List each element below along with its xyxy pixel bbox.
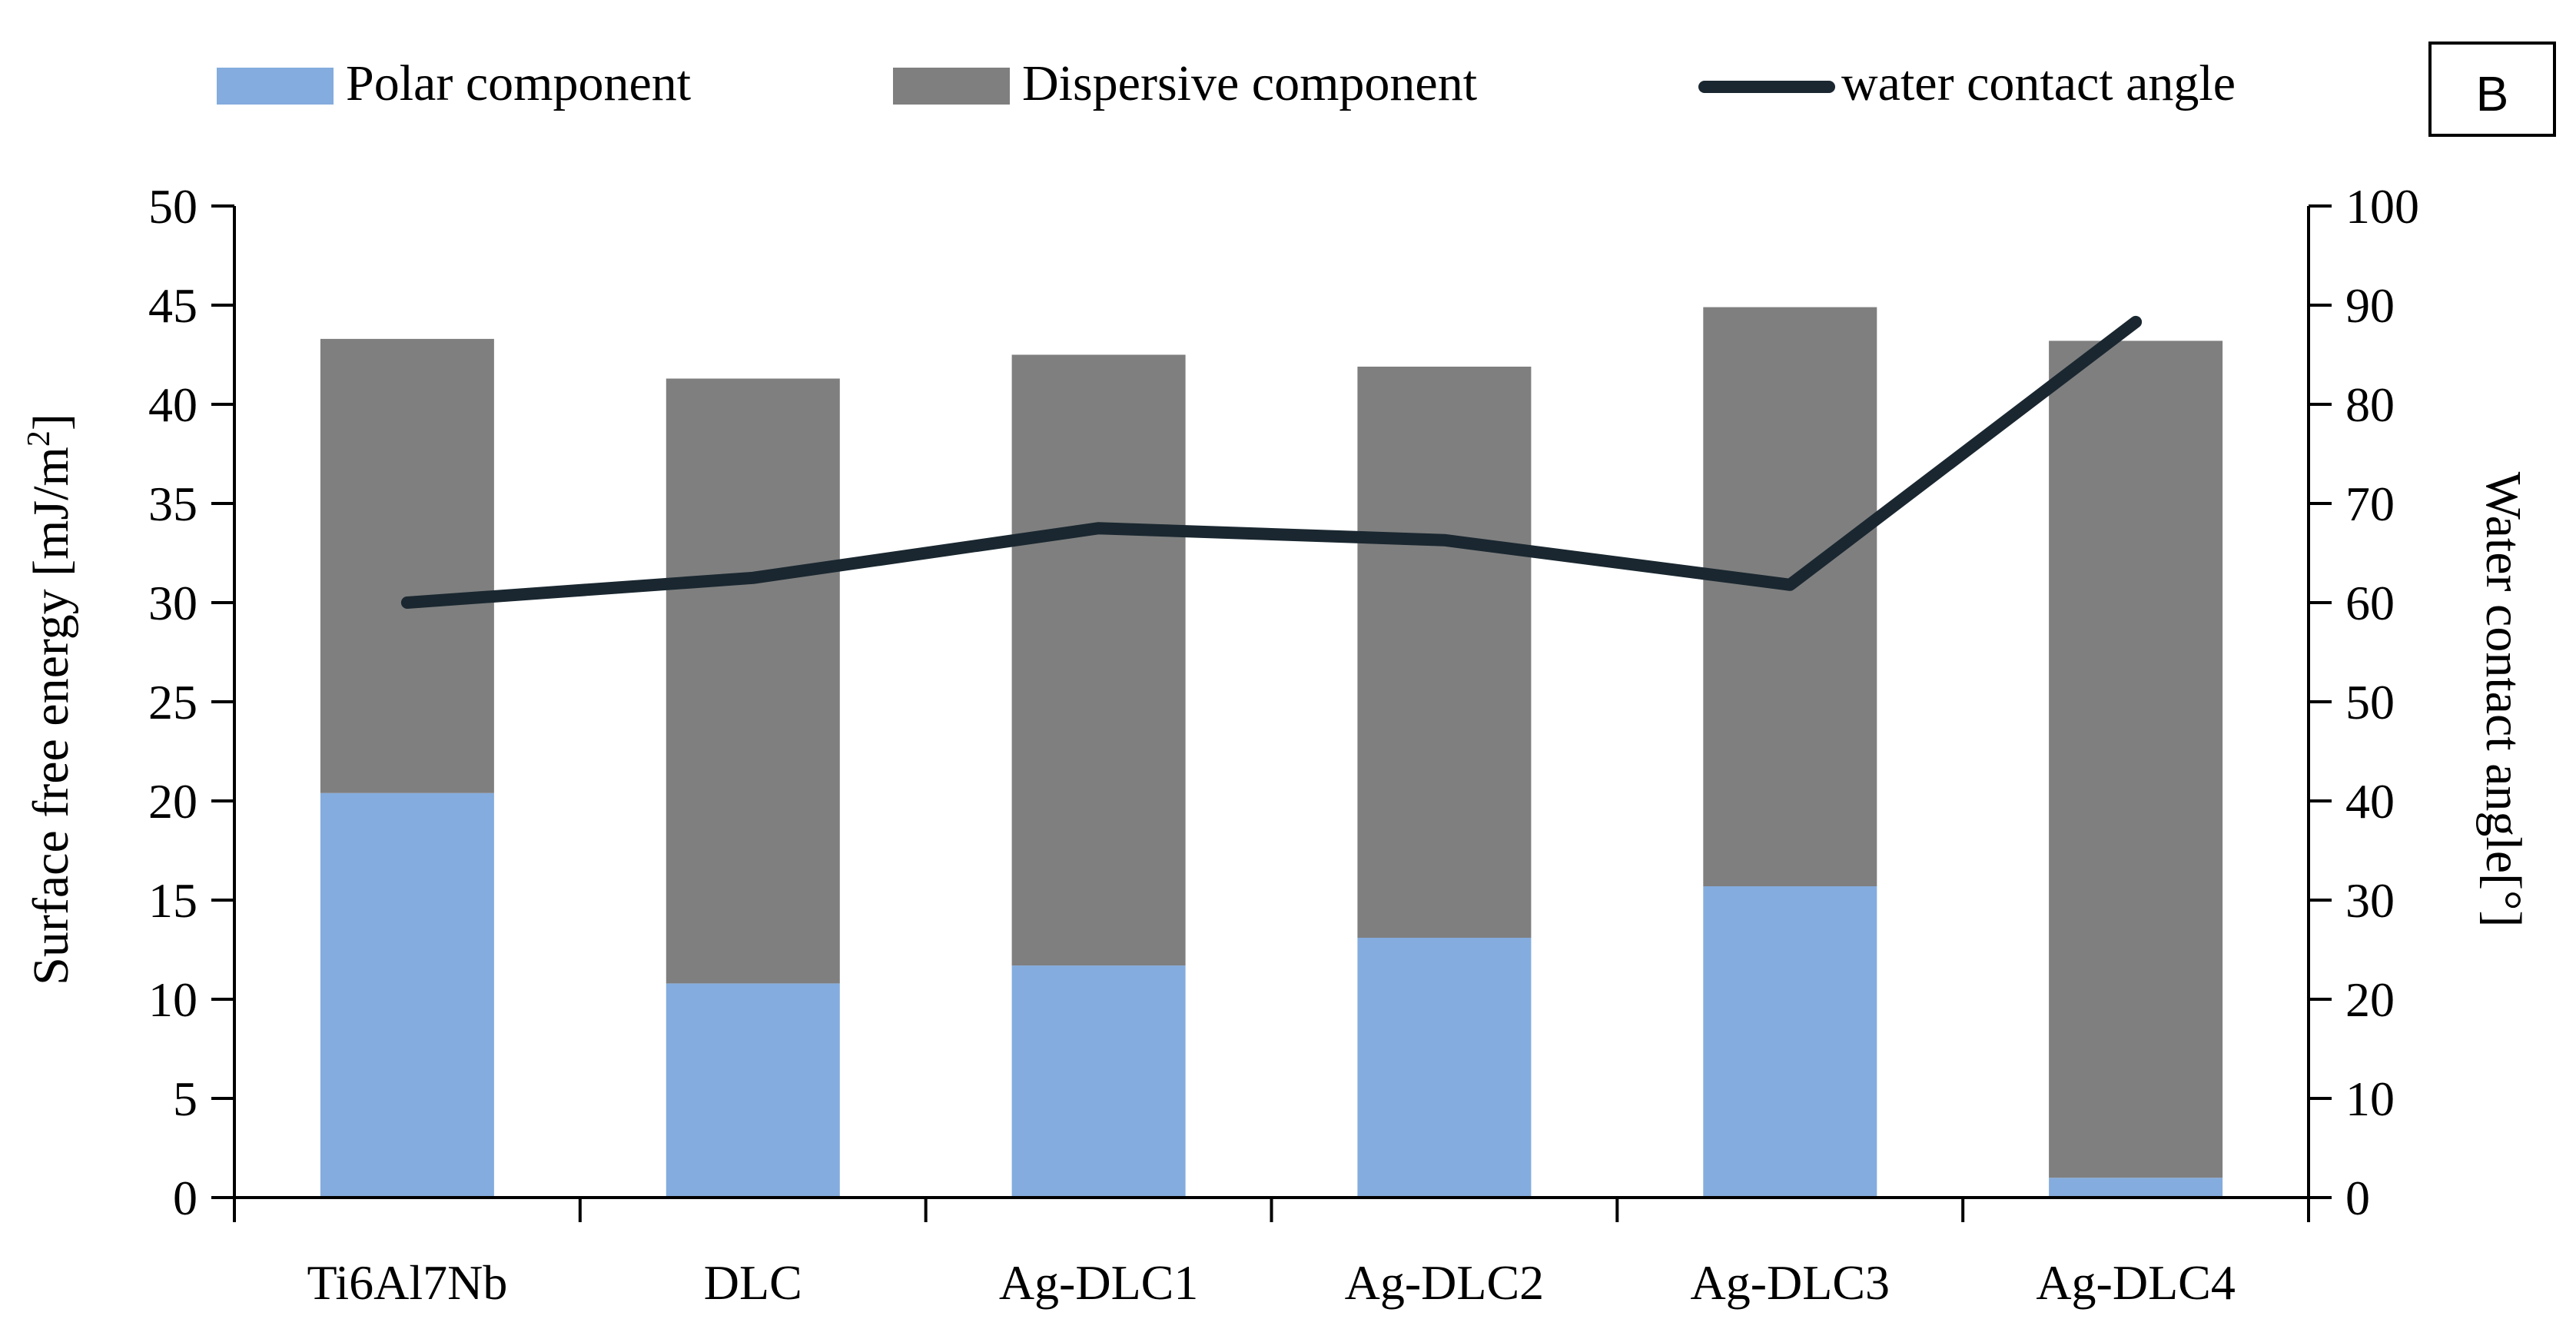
bar-dispersive-ag-dlc2	[1357, 367, 1532, 938]
y2-tick-label: 0	[2345, 1171, 2370, 1225]
legend-text-polar: Polar component	[346, 55, 691, 111]
bars	[320, 307, 2223, 1198]
y-tick-label: 25	[148, 675, 198, 729]
x-tick-label: Ag-DLC2	[1345, 1255, 1545, 1310]
y2-tick-label: 30	[2345, 873, 2395, 928]
bar-dispersive-dlc	[666, 378, 840, 984]
x-tick-label: Ag-DLC4	[2036, 1255, 2236, 1310]
bar-dispersive-ag-dlc4	[2049, 341, 2223, 1178]
y-axis-label: Surface free energy [mJ/m2]	[22, 414, 79, 985]
y-tick-label: 5	[173, 1072, 198, 1126]
bar-polar-ti6al7nb	[320, 792, 494, 1198]
legend-text-wca: water contact angle	[1841, 55, 2236, 111]
x-tick-label: Ag-DLC3	[1690, 1255, 1890, 1310]
y-tick-label: 10	[148, 972, 198, 1027]
y2-axis-label: Water contact angle[°]	[2475, 472, 2531, 928]
y2-tick-label: 80	[2345, 377, 2395, 432]
bar-polar-ag-dlc4	[2049, 1178, 2223, 1198]
y-tick-label: 35	[148, 477, 198, 531]
bar-dispersive-ag-dlc3	[1703, 307, 1877, 887]
bar-polar-ag-dlc1	[1011, 965, 1186, 1198]
bar-dispersive-ag-dlc1	[1011, 354, 1186, 966]
x-tick-label: Ti6Al7Nb	[307, 1255, 507, 1310]
y2-tick-label: 50	[2345, 675, 2395, 729]
y2-tick-label: 70	[2345, 477, 2395, 531]
bar-polar-dlc	[666, 983, 840, 1198]
legend-swatch-polar	[217, 68, 334, 105]
y2-tick-label: 20	[2345, 972, 2395, 1027]
y2-tick-label: 100	[2345, 179, 2419, 234]
y2-tick-label: 90	[2345, 278, 2395, 333]
y-tick-label: 15	[148, 873, 198, 928]
bar-dispersive-ti6al7nb	[320, 338, 494, 793]
panel-label-box: B	[2428, 42, 2556, 137]
x-tick-label: DLC	[704, 1255, 802, 1310]
line-water-contact-angle	[400, 315, 2143, 609]
legend-text-dispersive: Dispersive component	[1022, 55, 1477, 111]
y-tick-label: 20	[148, 774, 198, 829]
legend: Polar component Dispersive component wat…	[217, 55, 2236, 111]
y-tick-label: 0	[173, 1171, 198, 1225]
y-tick-label: 30	[148, 576, 198, 630]
panel-label: B	[2476, 66, 2509, 121]
line-layer	[400, 315, 2143, 609]
y-tick-label: 45	[148, 278, 198, 333]
x-tick-label: Ag-DLC1	[999, 1255, 1199, 1310]
y-tick-label: 50	[148, 179, 198, 234]
bar-polar-ag-dlc3	[1703, 885, 1877, 1198]
bar-polar-ag-dlc2	[1357, 938, 1532, 1198]
y-tick-label: 40	[148, 377, 198, 432]
y2-tick-label: 60	[2345, 576, 2395, 630]
y2-tick-label: 10	[2345, 1072, 2395, 1126]
legend-swatch-dispersive	[893, 68, 1010, 105]
axes: 0 5 10 15 20 25 30 35 40 45 50 0 10 20 30 40 50 60 70 80 90 1…	[148, 179, 2419, 1310]
y2-tick-label: 40	[2345, 774, 2395, 829]
